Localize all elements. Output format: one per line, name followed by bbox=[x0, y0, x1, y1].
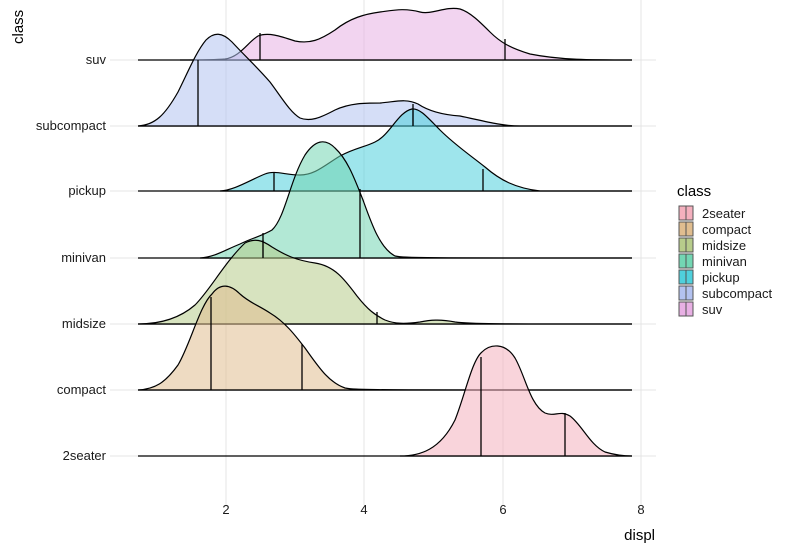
svg-text:minivan: minivan bbox=[702, 254, 747, 269]
legend: class 2seater compact midsize minivan pi… bbox=[677, 183, 772, 317]
legend-item-midsize: midsize bbox=[678, 237, 746, 253]
y-axis-title: class bbox=[10, 10, 27, 44]
x-axis-title: displ bbox=[624, 527, 655, 544]
legend-item-pickup: pickup bbox=[678, 269, 740, 285]
x-axis-ticks: 2 4 6 8 bbox=[222, 502, 644, 517]
ridge-subcompact bbox=[137, 33, 632, 127]
ridge-2seater bbox=[138, 345, 633, 457]
y-label-2seater: 2seater bbox=[63, 448, 107, 463]
legend-item-suv: suv bbox=[678, 301, 723, 317]
legend-item-minivan: minivan bbox=[678, 253, 747, 269]
y-label-midsize: midsize bbox=[62, 316, 106, 331]
svg-text:midsize: midsize bbox=[702, 238, 746, 253]
legend-title: class bbox=[677, 183, 711, 200]
legend-item-subcompact: subcompact bbox=[678, 285, 772, 301]
svg-text:compact: compact bbox=[702, 222, 752, 237]
y-label-subcompact: subcompact bbox=[36, 118, 106, 133]
y-label-minivan: minivan bbox=[61, 250, 106, 265]
legend-item-compact: compact bbox=[678, 221, 752, 237]
svg-text:subcompact: subcompact bbox=[702, 286, 772, 301]
x-tick-6: 6 bbox=[499, 502, 506, 517]
svg-text:suv: suv bbox=[702, 302, 723, 317]
y-axis-labels: suv subcompact pickup minivan midsize co… bbox=[36, 52, 107, 463]
y-label-compact: compact bbox=[57, 382, 107, 397]
y-label-pickup: pickup bbox=[68, 183, 106, 198]
y-label-suv: suv bbox=[86, 52, 107, 67]
ridge-compact bbox=[137, 285, 633, 391]
svg-text:pickup: pickup bbox=[702, 270, 740, 285]
legend-item-2seater: 2seater bbox=[678, 205, 746, 221]
x-tick-8: 8 bbox=[637, 502, 644, 517]
x-tick-4: 4 bbox=[360, 502, 367, 517]
x-tick-2: 2 bbox=[222, 502, 229, 517]
svg-text:2seater: 2seater bbox=[702, 206, 746, 221]
